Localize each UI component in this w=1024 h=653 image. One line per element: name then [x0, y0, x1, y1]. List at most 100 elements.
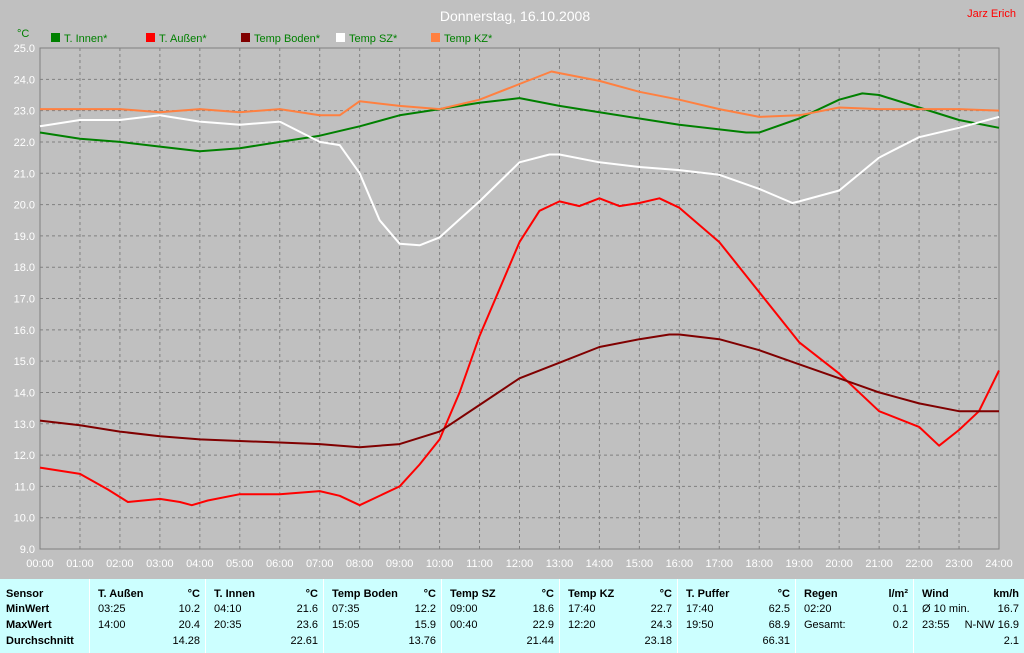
x-tick-label: 14:00: [586, 558, 614, 570]
min-time: Ø 10 min.: [922, 603, 970, 615]
table-column: Wind km/h Ø 10 min. 16.7 23:55 N-NW 16.9 2.1: [914, 579, 1024, 653]
x-tick-label: 01:00: [66, 558, 94, 570]
column-header: Wind: [922, 588, 949, 600]
legend-label: Temp KZ*: [444, 33, 493, 45]
x-tick-label: 02:00: [106, 558, 134, 570]
legend-swatch: [336, 33, 345, 42]
y-tick-label: 13.0: [14, 419, 35, 431]
x-tick-label: 17:00: [706, 558, 734, 570]
column-header: T. Innen: [214, 588, 255, 600]
average-value: 14.28: [172, 635, 200, 647]
max-value: 22.9: [532, 619, 554, 631]
column-unit: °C: [187, 588, 200, 600]
min-value: 22.7: [650, 603, 672, 615]
row-label-max: MaxWert: [6, 619, 52, 631]
min-value: 21.6: [296, 603, 318, 615]
column-unit: °C: [541, 588, 554, 600]
x-tick-label: 00:00: [26, 558, 54, 570]
max-time: 20:35: [214, 619, 242, 631]
table-column: T. Puffer °C 17:40 62.5 19:50 68.9 66.31: [678, 579, 795, 653]
table-column: T. Innen °C 04:10 21.6 20:35 23.6 22.61: [206, 579, 323, 653]
row-label-min: MinWert: [6, 603, 50, 615]
legend-label: T. Innen*: [64, 33, 108, 45]
table-column: T. Außen °C 03:25 10.2 14:00 20.4 14.28: [90, 579, 205, 653]
max-value: 15.9: [414, 619, 436, 631]
max-time: 19:50: [686, 619, 714, 631]
series-line-0: [39, 92, 1000, 153]
column-header: T. Außen: [98, 588, 144, 600]
legend-label: Temp Boden*: [254, 33, 321, 45]
x-tick-label: 09:00: [386, 558, 414, 570]
x-tick-label: 05:00: [226, 558, 254, 570]
statistics-table: Sensor MinWert MaxWert Durchschnitt T. A…: [0, 579, 1024, 653]
min-time: 17:40: [568, 603, 596, 615]
max-time: 00:40: [450, 619, 478, 631]
min-value: 12.2: [414, 603, 436, 615]
average-value: 21.44: [526, 635, 554, 647]
average-value: 23.18: [644, 635, 672, 647]
column-unit: °C: [659, 588, 672, 600]
y-tick-label: 25.0: [14, 43, 35, 55]
x-tick-label: 23:00: [945, 558, 973, 570]
x-tick-label: 19:00: [785, 558, 813, 570]
column-header: Temp Boden: [332, 588, 398, 600]
legend-swatch: [241, 33, 250, 42]
min-time: 09:00: [450, 603, 478, 615]
x-tick-label: 03:00: [146, 558, 174, 570]
x-tick-label: 12:00: [506, 558, 534, 570]
y-tick-label: 16.0: [14, 325, 35, 337]
y-tick-label: 15.0: [14, 356, 35, 368]
max-time: 14:00: [98, 619, 126, 631]
min-value: 0.1: [892, 603, 908, 615]
chart-title: Donnerstag, 16.10.2008: [440, 8, 590, 24]
x-tick-label: 18:00: [745, 558, 773, 570]
x-tick-label: 16:00: [666, 558, 694, 570]
column-header: T. Puffer: [686, 588, 730, 600]
column-header: Temp KZ: [568, 588, 615, 600]
x-tick-label: 20:00: [825, 558, 853, 570]
x-tick-label: 07:00: [306, 558, 334, 570]
max-time: Gesamt:: [804, 619, 846, 631]
x-tick-label: 10:00: [426, 558, 454, 570]
y-tick-label: 12.0: [14, 450, 35, 462]
y-tick-label: 14.0: [14, 387, 35, 399]
series-line-2: [39, 333, 999, 449]
max-time: 23:55: [922, 619, 950, 631]
min-time: 02:20: [804, 603, 832, 615]
x-tick-label: 21:00: [865, 558, 893, 570]
y-tick-label: 19.0: [14, 231, 35, 243]
max-value: 20.4: [178, 619, 200, 631]
legend-swatch: [431, 33, 440, 42]
min-value: 16.7: [997, 603, 1019, 615]
x-tick-label: 24:00: [985, 558, 1013, 570]
table-column: Regen l/m² 02:20 0.1 Gesamt: 0.2: [796, 579, 913, 653]
y-tick-label: 20.0: [14, 200, 35, 212]
y-tick-label: 11.0: [14, 481, 35, 493]
min-time: 03:25: [98, 603, 126, 615]
max-time: 15:05: [332, 619, 360, 631]
y-tick-label: 24.0: [14, 74, 35, 86]
x-tick-label: 06:00: [266, 558, 294, 570]
legend-swatch: [51, 33, 60, 42]
table-column: Temp KZ °C 17:40 22.7 12:20 24.3 23.18: [560, 579, 677, 653]
y-tick-label: 10.0: [14, 513, 35, 525]
x-tick-label: 13:00: [546, 558, 574, 570]
legend-swatch: [146, 33, 155, 42]
column-unit: km/h: [993, 588, 1019, 600]
row-label-column: Sensor MinWert MaxWert Durchschnitt: [0, 579, 89, 653]
max-value: 68.9: [768, 619, 790, 631]
min-time: 07:35: [332, 603, 360, 615]
column-unit: °C: [423, 588, 436, 600]
plot-area: [39, 47, 1000, 550]
x-tick-label: 11:00: [466, 558, 493, 570]
min-time: 17:40: [686, 603, 714, 615]
y-tick-label: 18.0: [14, 262, 35, 274]
average-value: 66.31: [762, 635, 790, 647]
max-time: 12:20: [568, 619, 596, 631]
row-label-avg: Durchschnitt: [6, 635, 74, 647]
legend: T. Innen* T. Außen* Temp Boden* Temp SZ* Tem…: [51, 33, 493, 45]
series-line-3: [39, 114, 1000, 247]
x-tick-label: 22:00: [905, 558, 933, 570]
average-value: 13.76: [408, 635, 436, 647]
x-tick-label: 15:00: [626, 558, 654, 570]
